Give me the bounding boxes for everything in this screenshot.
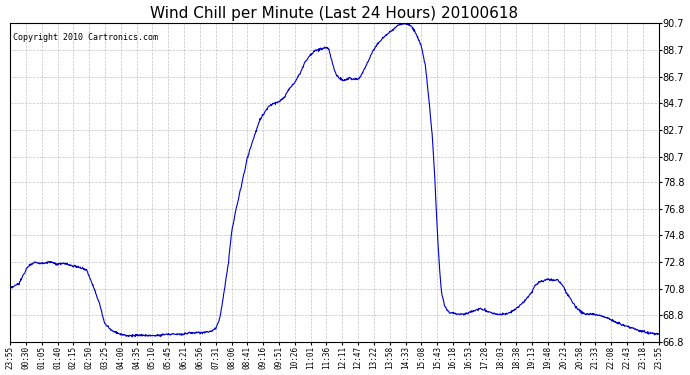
Text: Copyright 2010 Cartronics.com: Copyright 2010 Cartronics.com (13, 33, 158, 42)
Title: Wind Chill per Minute (Last 24 Hours) 20100618: Wind Chill per Minute (Last 24 Hours) 20… (150, 6, 518, 21)
